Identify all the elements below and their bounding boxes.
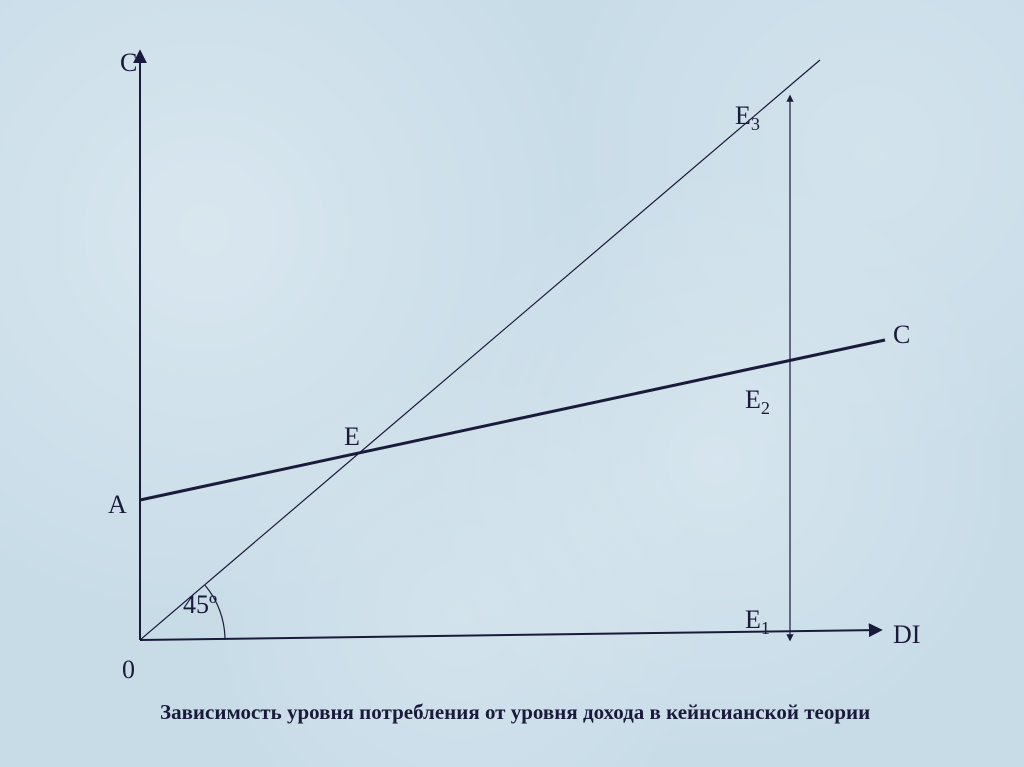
point-e-label: E [344, 422, 360, 452]
x-axis-label: DI [893, 620, 920, 650]
consumption-line-label: C [893, 320, 910, 350]
y-axis-label: C [120, 48, 137, 78]
angle-label: 45º [183, 590, 217, 620]
point-e3-label: E3 [735, 101, 760, 135]
point-e1-label: E1 [745, 605, 770, 639]
chart-svg [0, 0, 1024, 767]
point-e2-label: E2 [745, 385, 770, 419]
origin-label: 0 [122, 655, 135, 685]
point-a-label: A [108, 490, 127, 520]
chart-container: C DI 0 A E E1 E2 E3 C 45º Зависимость ур… [0, 0, 1024, 767]
chart-caption: Зависимость уровня потребления от уровня… [160, 700, 870, 725]
